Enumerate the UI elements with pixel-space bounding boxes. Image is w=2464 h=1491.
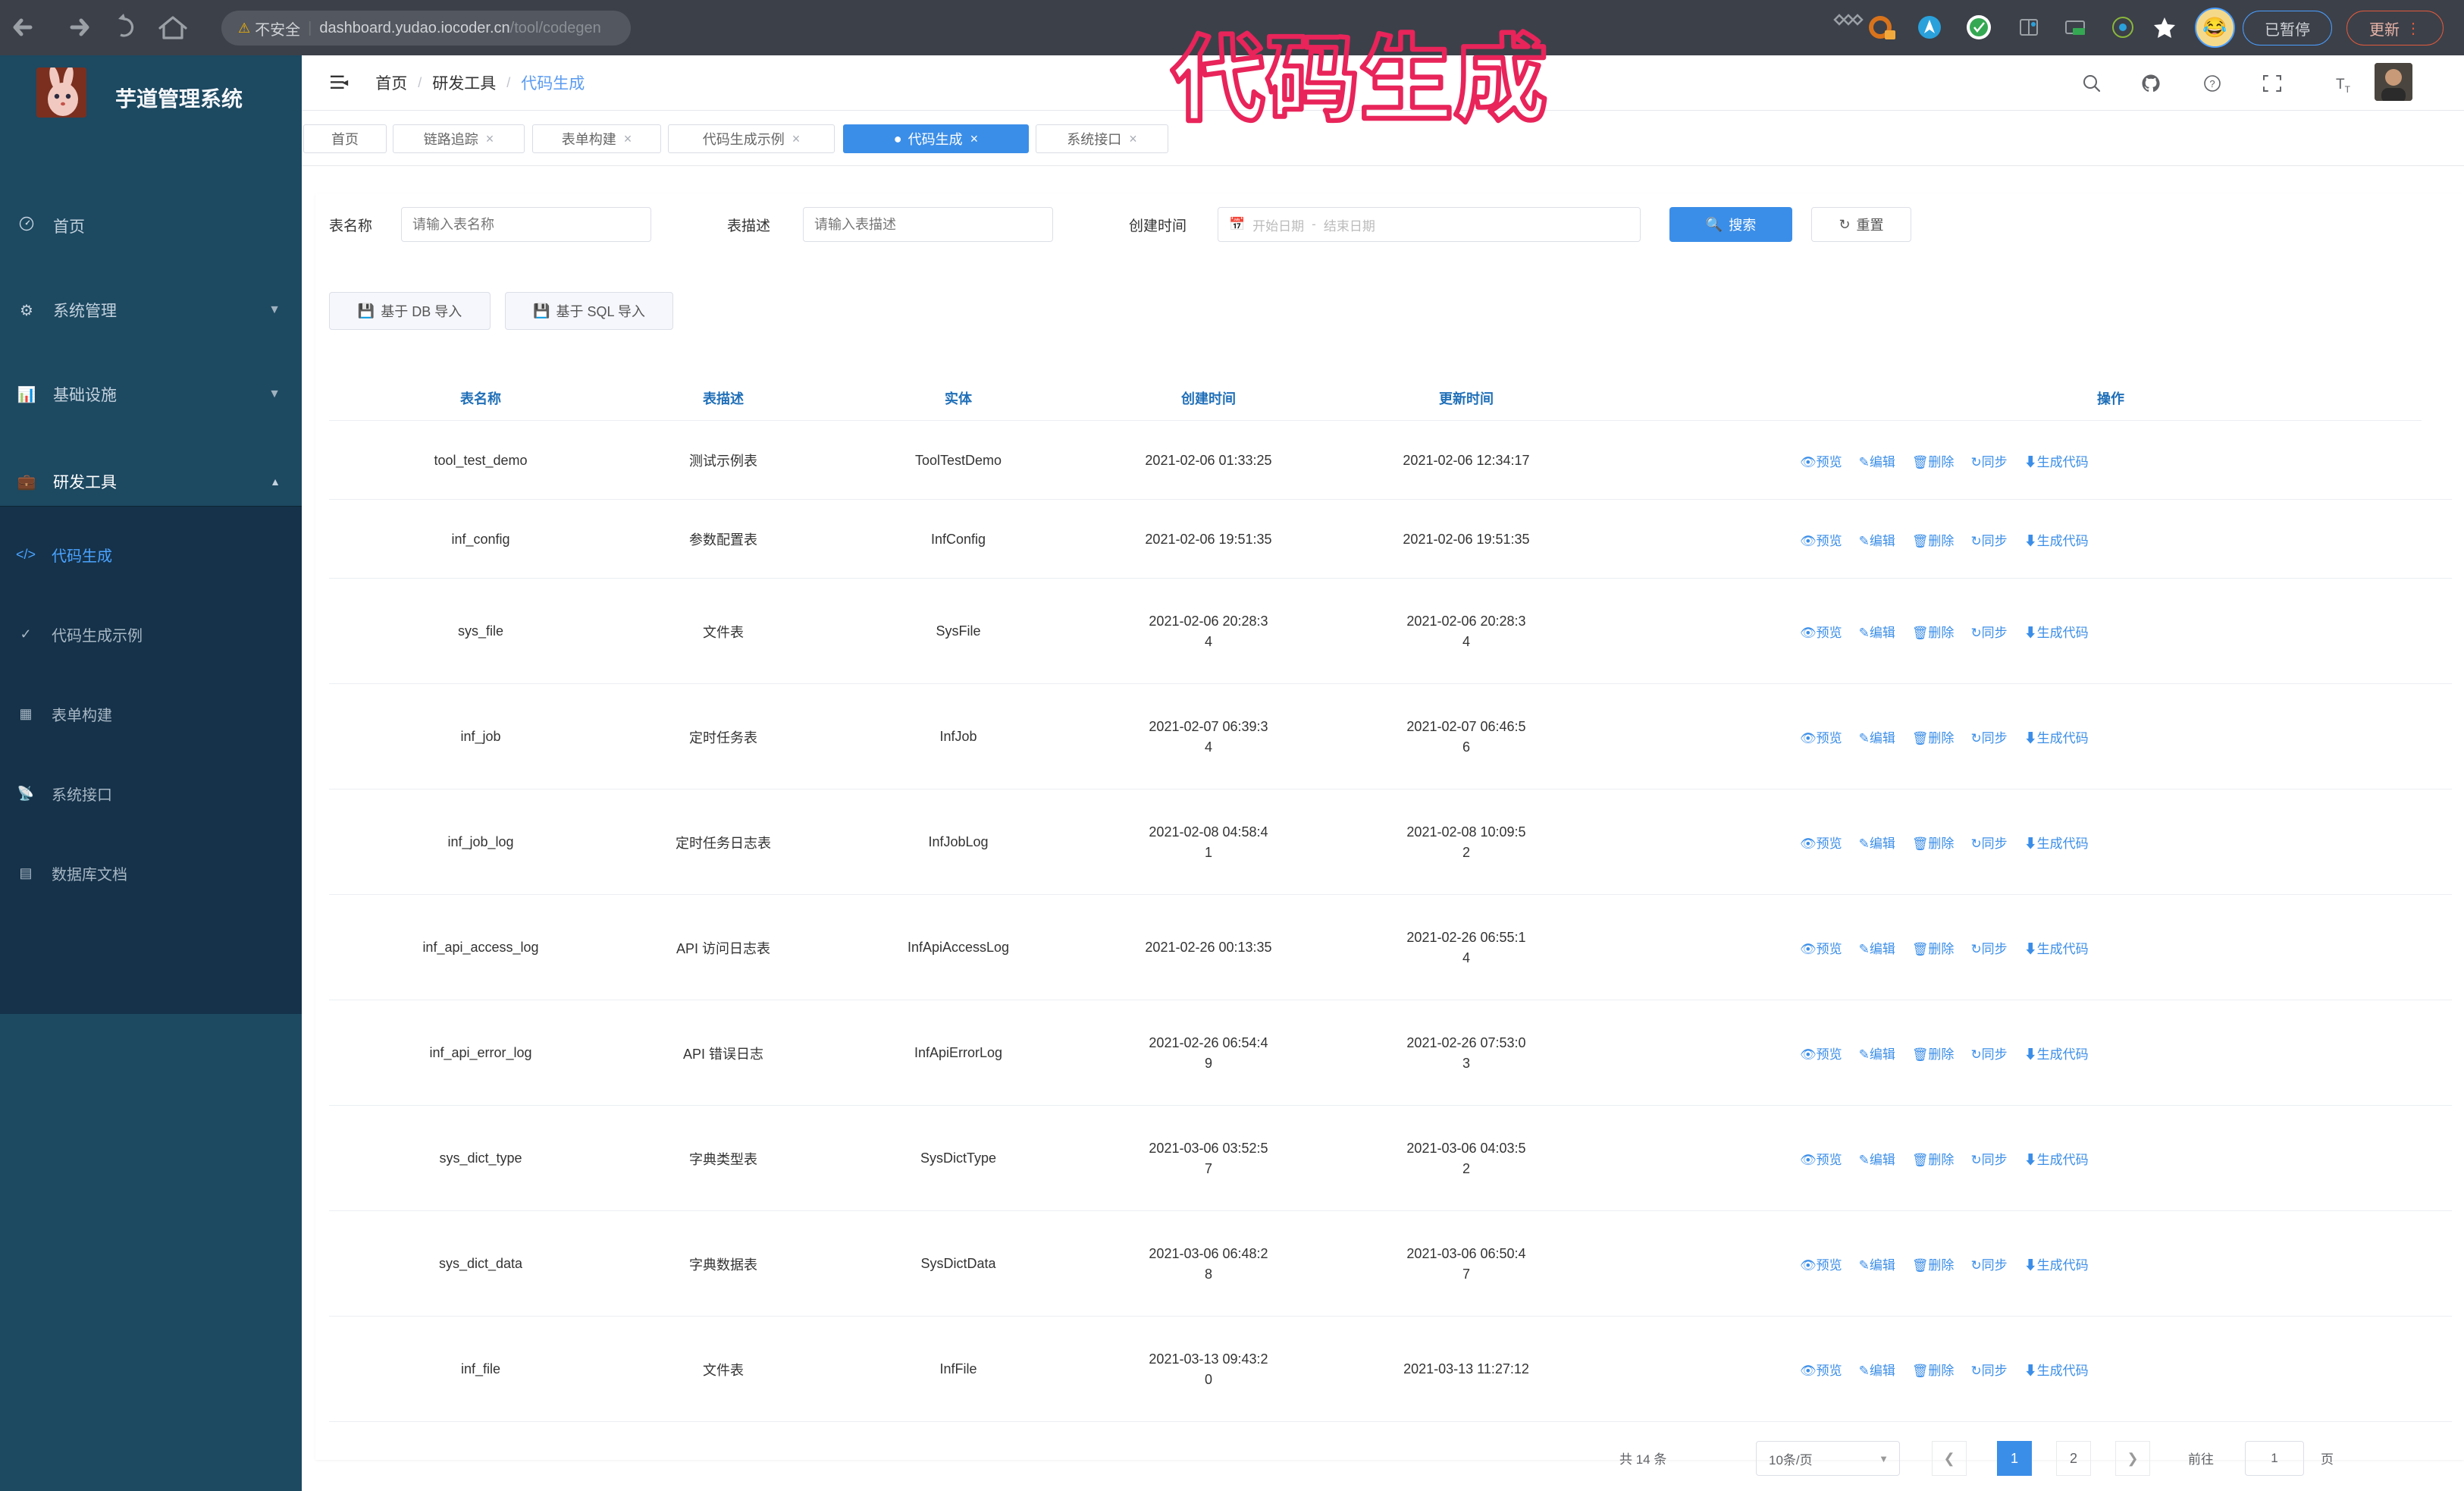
svg-text:代码生成: 代码生成 xyxy=(1171,28,1547,133)
svg-text:?: ? xyxy=(2209,78,2215,89)
